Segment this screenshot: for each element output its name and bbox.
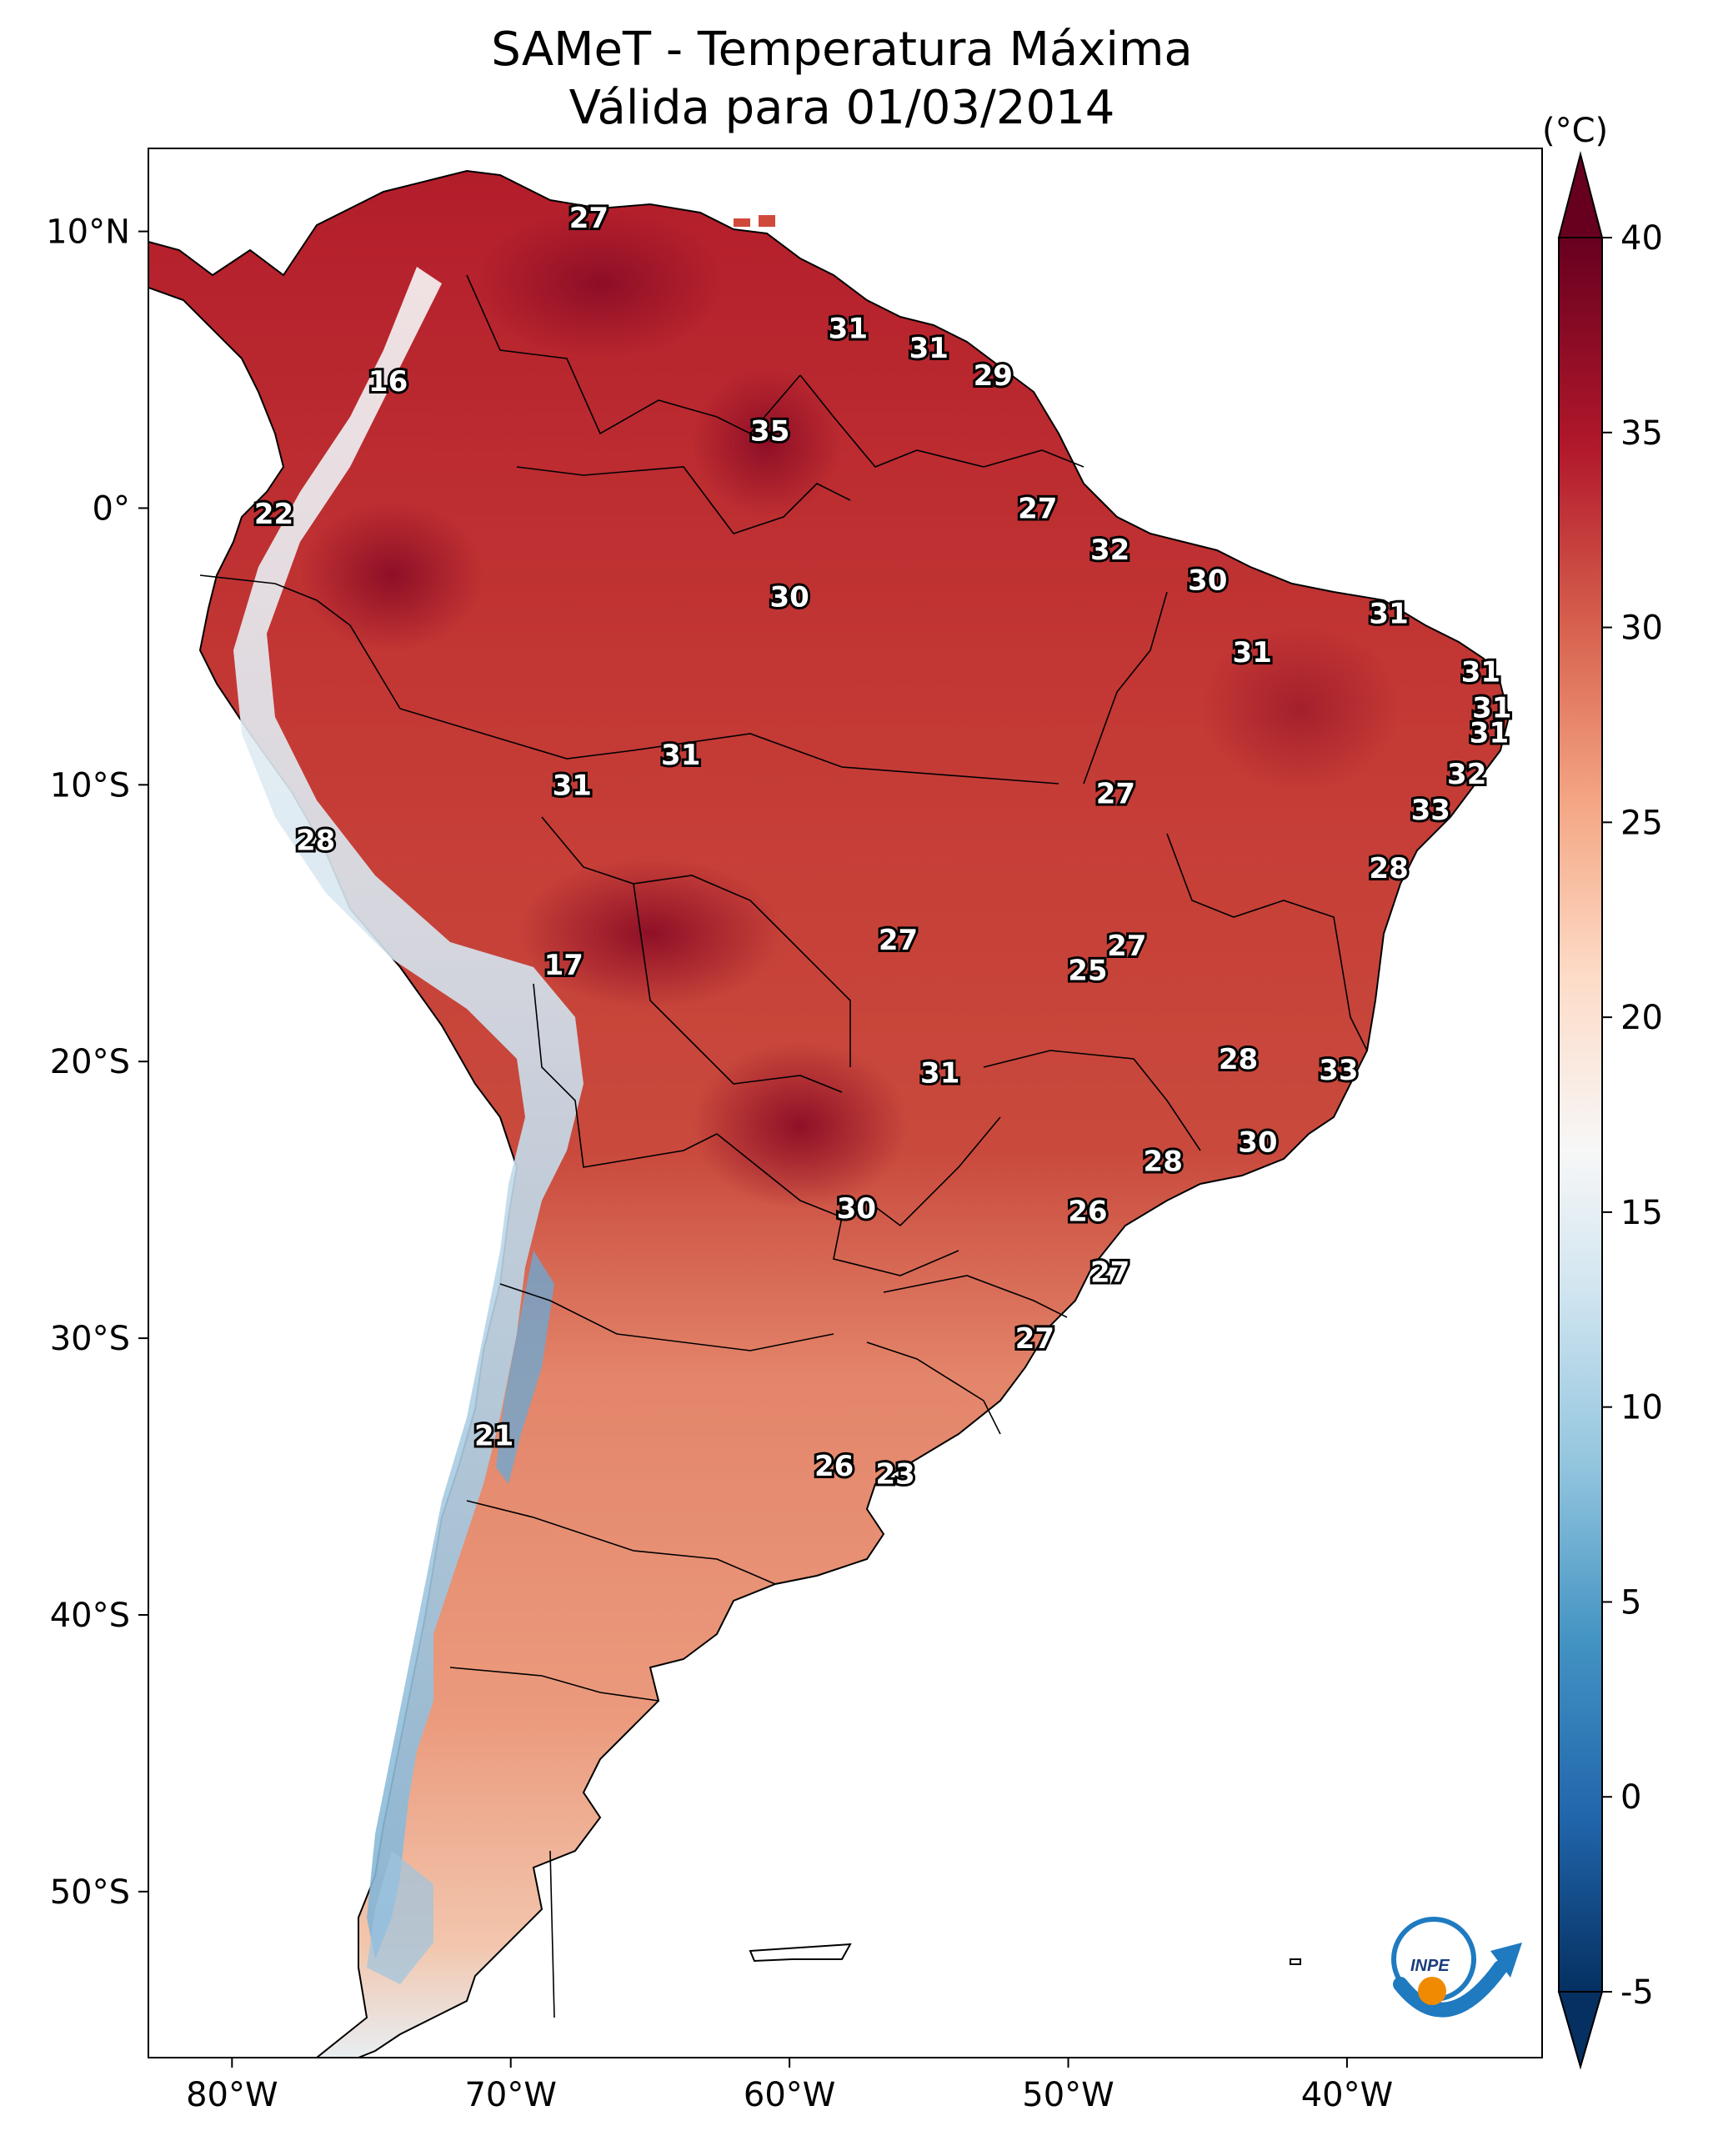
station-value-label: 31 (1470, 716, 1509, 750)
lat-tick-label: 0° (93, 489, 130, 528)
station-value-label: 31 (1369, 598, 1408, 631)
patagonia-cool (367, 1851, 433, 1984)
inpe-logo-icon: INPE (1391, 1917, 1522, 2018)
lon-tick-label: 80°W (186, 2076, 278, 2114)
station-value-label: 27 (1107, 930, 1146, 963)
lat-tick-label: 10°S (50, 766, 130, 805)
colorbar-tick-label: 40 (1620, 219, 1663, 258)
colorbar-tick-label: 35 (1620, 414, 1663, 453)
station-value-label: 27 (1015, 1322, 1054, 1356)
station-value-label: 28 (1219, 1043, 1258, 1076)
station-value-label: 32 (1447, 758, 1486, 791)
lat-tick-label: 50°S (50, 1873, 130, 1912)
colorbar: (°C) 40 35 30 25 20 15 10 5 0 -5 (1542, 112, 1663, 2070)
station-value-label: 27 (1090, 1256, 1129, 1289)
station-value-label: 21 (474, 1419, 513, 1452)
station-value-label: 28 (1369, 852, 1408, 885)
station-value-label: 17 (544, 949, 584, 982)
colorbar-tick-label: 25 (1620, 804, 1663, 842)
station-value-label: 16 (368, 365, 408, 399)
hot-core-bolivia (517, 859, 784, 1009)
station-value-label: 32 (1090, 534, 1129, 567)
hot-core-roraima (692, 367, 842, 517)
station-value-label: 30 (837, 1192, 876, 1226)
colorbar-unit-label: (°C) (1542, 112, 1608, 150)
station-value-label: 30 (769, 581, 809, 614)
lon-tick-label: 60°W (744, 2076, 835, 2114)
station-value-label: 35 (750, 415, 789, 449)
station-value-label: 33 (1411, 794, 1450, 827)
station-value-label: 27 (569, 202, 609, 235)
islands (734, 215, 1301, 1965)
station-value-label: 31 (829, 313, 868, 346)
lat-tick-label: 20°S (50, 1043, 130, 1081)
lat-tick-label: 10°N (46, 213, 130, 252)
title-line-2: Válida para 01/03/2014 (569, 81, 1115, 135)
lon-tick-label: 70°W (464, 2076, 556, 2114)
station-value-label: 31 (1233, 636, 1272, 669)
station-value-label: 27 (879, 924, 918, 957)
station-value-label: 27 (1096, 777, 1135, 810)
colorbar-tick-label: 10 (1620, 1389, 1663, 1427)
station-value-label: 26 (814, 1450, 854, 1483)
station-value-label: 30 (1188, 564, 1227, 598)
hot-core-venezuela (475, 208, 725, 358)
station-value-label: 25 (1068, 955, 1107, 988)
country-borders (199, 274, 1368, 2018)
station-value-label: 27 (1018, 492, 1057, 525)
colorbar-top-triangle (1557, 151, 1604, 238)
colorbar-tick-label: 5 (1620, 1583, 1641, 1622)
colorbar-tick-label: 15 (1620, 1194, 1663, 1232)
latitude-axis: 10°N 0° 10°S 20°S 30°S 40°S 50°S (46, 213, 148, 1912)
station-value-label: 26 (1068, 1195, 1107, 1228)
hot-core-chaco (692, 1042, 909, 1209)
colorbar-tick-label: 0 (1620, 1778, 1641, 1817)
title-line-1: SAMeT - Temperatura Máxima (491, 23, 1193, 77)
station-value-label: 33 (1319, 1054, 1358, 1087)
map-content (148, 169, 1510, 2058)
inpe-logo-text: INPE (1410, 1957, 1450, 1975)
station-value-label: 31 (553, 769, 592, 802)
colorbar-tick-label: 20 (1620, 999, 1663, 1037)
lat-tick-label: 40°S (50, 1597, 130, 1635)
hot-core-northeast (1200, 625, 1400, 792)
colorbar-ticks: 40 35 30 25 20 15 10 5 0 -5 (1602, 219, 1663, 2012)
colorbar-tick-label: 30 (1620, 609, 1663, 648)
station-value-label: 28 (1144, 1146, 1183, 1179)
station-value-label: 31 (920, 1056, 959, 1090)
station-value-label: 31 (909, 332, 949, 365)
colorbar-bar (1558, 237, 1603, 1993)
station-value-label: 31 (1461, 655, 1500, 689)
station-value-label: 28 (296, 825, 335, 858)
station-value-label: 23 (876, 1458, 915, 1492)
station-value-label: 22 (254, 498, 293, 531)
colorbar-tick-label: -5 (1620, 1973, 1654, 2012)
lat-tick-label: 30°S (50, 1320, 130, 1358)
colorbar-bottom-triangle (1557, 1991, 1604, 2070)
station-value-label: 30 (1238, 1126, 1277, 1159)
lon-tick-label: 40°W (1301, 2076, 1393, 2114)
station-value-label: 31 (1472, 691, 1511, 725)
station-value-label: 31 (661, 739, 700, 772)
station-value-label: 29 (974, 359, 1013, 393)
southern-andes-blue (496, 1251, 554, 1484)
hot-core-amazon-west (300, 500, 483, 650)
lon-tick-label: 50°W (1022, 2076, 1114, 2114)
longitude-axis: 80°W 70°W 60°W 50°W 40°W (186, 2058, 1393, 2114)
